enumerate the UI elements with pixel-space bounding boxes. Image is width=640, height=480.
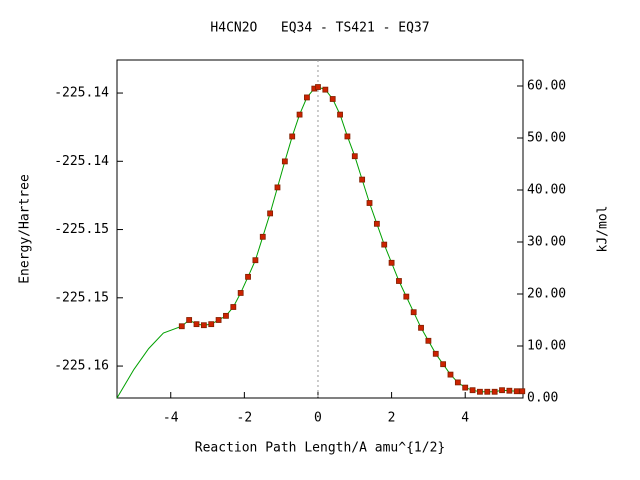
point (259, 233, 266, 240)
point (359, 176, 366, 183)
x-tick-label: -2 (237, 411, 253, 426)
point (315, 84, 321, 90)
chart-title: H4CN2O EQ34 - TS421 - EQ37 (210, 21, 429, 36)
point (410, 309, 417, 316)
point (178, 323, 185, 330)
y2-tick-label: 50.00 (527, 131, 566, 146)
point (329, 96, 336, 102)
point (322, 86, 329, 93)
point (447, 371, 454, 378)
point (215, 317, 222, 323)
point (337, 111, 343, 118)
point (432, 350, 439, 357)
point (381, 241, 388, 248)
point (373, 220, 380, 227)
point (208, 321, 215, 328)
point (186, 317, 193, 323)
point (245, 273, 251, 280)
point (425, 337, 432, 344)
point (230, 304, 237, 310)
point (499, 387, 505, 394)
point (396, 278, 402, 284)
point (454, 379, 461, 386)
point (223, 312, 229, 319)
point (267, 210, 274, 217)
point (366, 200, 373, 206)
point (440, 361, 447, 368)
point (193, 321, 200, 328)
point (506, 387, 513, 394)
x-tick-label: 2 (388, 411, 396, 426)
point (200, 322, 207, 329)
plot-frame (116, 59, 524, 399)
point (274, 184, 281, 191)
x-tick-label: 4 (461, 411, 469, 426)
point (462, 384, 469, 391)
y2-tick-label: 60.00 (527, 79, 566, 94)
point (296, 111, 303, 118)
y-tick-label: -225.16 (54, 359, 109, 374)
point (513, 388, 520, 395)
point (484, 388, 491, 395)
point (351, 153, 358, 160)
y-tick-label: -225.15 (54, 290, 109, 305)
point (477, 388, 483, 395)
point (519, 388, 526, 395)
x-tick-label: 0 (314, 411, 322, 426)
y2-tick-label: 0.00 (527, 391, 558, 406)
point (289, 133, 296, 140)
point (252, 257, 259, 264)
point (388, 259, 395, 266)
point (237, 290, 244, 296)
point (304, 94, 310, 101)
point (403, 293, 410, 300)
y-tick-label: -225.14 (54, 154, 109, 169)
y2-tick-label: 30.00 (527, 235, 566, 250)
point (491, 388, 498, 395)
y-axis-label: Energy/Hartree (18, 174, 33, 284)
point (281, 158, 288, 165)
y2-tick-label: 20.00 (527, 287, 566, 302)
y-tick-label: -225.15 (54, 222, 109, 237)
point (344, 133, 351, 140)
point (469, 387, 476, 394)
x-tick-label: -4 (163, 411, 179, 426)
point (418, 324, 424, 331)
curve (116, 86, 523, 399)
y2-tick-label: 40.00 (527, 183, 566, 198)
y2-axis-label: kJ/mol (596, 206, 611, 253)
y2-tick-label: 10.00 (527, 339, 566, 354)
y-tick-label: -225.14 (54, 86, 109, 101)
x-axis-label: Reaction Path Length/A amu^{1/2} (195, 441, 445, 456)
